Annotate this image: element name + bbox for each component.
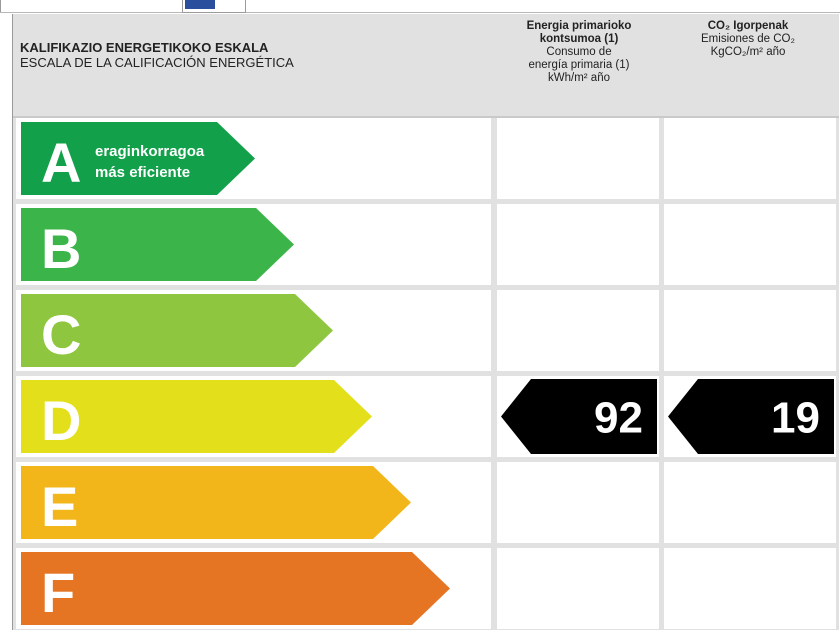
class-letter-C: C: [41, 303, 81, 366]
energy-cell-A: [497, 118, 659, 199]
header-divider: [13, 116, 839, 118]
co2-cell-C: [664, 290, 836, 371]
energy-rating-marker: [501, 379, 657, 454]
class-label-es-A: más eficiente: [95, 164, 190, 181]
co2-header-line2: Emisiones de CO₂: [701, 33, 795, 45]
class-arrow-C: [21, 294, 333, 367]
co2-cell-E: [664, 462, 836, 543]
energy-cell-E: [497, 462, 659, 543]
energy-cell-F: [497, 548, 659, 629]
class-letter-F: F: [41, 561, 75, 624]
scale-title-eu: KALIFIKAZIO ENERGETIKOKO ESKALA: [20, 40, 269, 55]
scale-heading: KALIFIKAZIO ENERGETIKOKO ESKALA ESCALA D…: [20, 40, 490, 70]
top-bar: [0, 0, 840, 13]
co2-column-header: CO₂ Igorpenak Emisiones de CO₂ KgCO₂/m² …: [663, 20, 833, 59]
co2-rating-marker: [668, 379, 834, 454]
energy-header-line1: Energia primarioko: [526, 20, 632, 32]
energy-header-line3: Consumo de: [546, 46, 612, 58]
top-tab-fill: [185, 0, 215, 9]
energy-header-line4: energía primaria (1): [528, 59, 630, 71]
energy-cell-C: [497, 290, 659, 371]
energy-header-line2: kontsumoa (1): [539, 33, 619, 45]
top-tab[interactable]: [182, 0, 246, 13]
energy-rating-value: 92: [594, 394, 643, 443]
co2-header-line3: KgCO₂/m² año: [710, 46, 786, 58]
co2-cell-A: [664, 118, 836, 199]
scale-title-es: ESCALA DE LA CALIFICACIÓN ENERGÉTICA: [20, 55, 294, 70]
energy-column-header: Energia primarioko kontsumoa (1) Consumo…: [497, 20, 661, 85]
class-letter-B: B: [41, 217, 81, 280]
class-letter-E: E: [41, 475, 78, 538]
class-label-eu-A: eraginkorragoa: [95, 143, 205, 160]
energy-header-line5: kWh/m² año: [548, 72, 610, 84]
energy-label: KALIFIKAZIO ENERGETIKOKO ESKALA ESCALA D…: [12, 14, 839, 630]
class-letter-A: A: [41, 131, 81, 194]
class-arrow-F: [21, 552, 450, 625]
class-arrow-A: [21, 122, 255, 195]
co2-rating-value: 19: [771, 394, 820, 443]
co2-cell-F: [664, 548, 836, 629]
class-letter-D: D: [41, 389, 81, 452]
co2-header-line1: CO₂ Igorpenak: [707, 20, 789, 32]
class-arrow-B: [21, 208, 294, 281]
energy-cell-B: [497, 204, 659, 285]
co2-cell-B: [664, 204, 836, 285]
class-arrow-E: [21, 466, 411, 539]
top-bar-tick: [0, 0, 1, 13]
top-bar-line: [0, 12, 840, 13]
class-arrow-D: [21, 380, 372, 453]
